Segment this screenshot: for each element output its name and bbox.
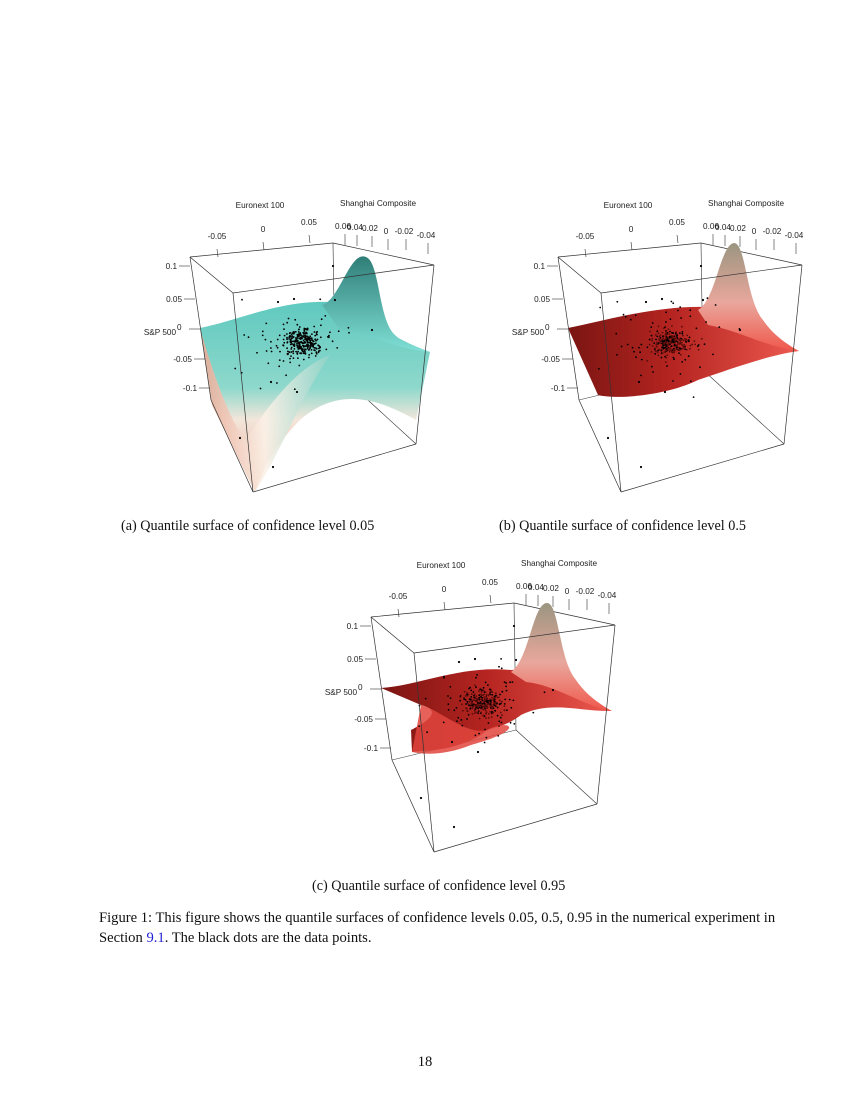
x-tick-label: 0.05 [301,218,317,227]
y-tick-label: -0.04 [785,231,804,240]
surface-plot-b: -0.05 0 0.05 Euronext 100 0.06 0.04 0.02 0 -0.02… [368,0,828,510]
subcaption-c: (c) Quantile surface of confidence level… [312,878,566,894]
y-axis-title: Shanghai Composite [340,199,416,208]
data-points [418,624,555,829]
y-tick-label: -0.02 [576,587,595,596]
data-points [598,264,742,469]
y-tick-label: -0.02 [763,227,782,236]
page-number: 18 [417,1054,433,1070]
figure-caption-text: Figure 1: This figure shows the quantile… [99,910,776,946]
y-tick-label: -0.04 [417,231,436,240]
x-tick-label: 0.05 [482,578,498,587]
y-tick-label: 0.04 [715,223,731,232]
y-axis-title: Shanghai Composite [708,199,784,208]
section-reference-link[interactable]: 9.1 [146,930,165,946]
surface-plot-c: -0.05 0 0.05 Euronext 100 0.06 0.04 0.02 0 -0.02… [181,360,641,870]
z-tick-label: -0.1 [551,384,566,393]
z-tick-label: -0.05 [541,355,560,364]
y-tick-label: -0.02 [395,227,414,236]
figure-caption-end: . The black dots are the data points. [164,930,372,946]
z-tick-label: 0.1 [166,262,178,271]
x-tick-label: -0.05 [576,232,595,241]
figure-caption: Figure 1: This figure shows the quantile… [99,908,779,948]
y-tick-label: 0.02 [362,224,378,233]
y-tick-label: 0.02 [730,224,746,233]
subcaption-a: (a) Quantile surface of confidence level… [121,518,375,534]
x-axis-title: Euronext 100 [604,201,653,210]
y-tick-label: 0.06 [516,582,532,591]
x-axis-title: Euronext 100 [236,201,285,210]
z-tick-label: 0.05 [534,295,550,304]
z-tick-label: 0.05 [347,655,363,664]
y-tick-label: 0.06 [703,222,719,231]
z-axis-title: S&P 500 [512,328,545,337]
y-tick-label: 0.02 [543,584,559,593]
y-tick-label: -0.04 [598,591,617,600]
z-tick-label: 0.1 [534,262,546,271]
z-tick-label: -0.1 [364,744,379,753]
x-tick-label: -0.05 [389,592,408,601]
y-tick-label: 0 [752,227,757,236]
z-tick-label: -0.05 [354,715,373,724]
z-tick-label: -0.05 [173,355,192,364]
x-tick-label: 0 [442,585,447,594]
z-axis-title: S&P 500 [144,328,177,337]
surface-plot-a: -0.05 0 0.05 Euronext 100 0.06 0.04 0.02 0 -0.02… [0,0,460,510]
subcaption-b: (b) Quantile surface of confidence level… [499,518,746,534]
x-tick-label: 0 [261,225,266,234]
z-tick-label: 0.05 [166,295,182,304]
y-tick-label: 0.04 [528,583,544,592]
x-tick-label: -0.05 [208,232,227,241]
y-axis-title: Shanghai Composite [521,559,597,568]
y-tick-label: 0.04 [347,223,363,232]
y-tick-label: 0.06 [335,222,351,231]
x-axis-title: Euronext 100 [417,561,466,570]
z-tick-label: 0.1 [347,622,359,631]
z-axis-title: S&P 500 [325,688,358,697]
z-tick-label: 0 [177,323,182,332]
z-tick-label: 0 [545,323,550,332]
x-tick-label: 0.05 [669,218,685,227]
data-points [234,264,374,469]
z-tick-label: 0 [358,683,363,692]
z-tick-label: -0.1 [183,384,198,393]
y-tick-label: 0 [384,227,389,236]
y-tick-label: 0 [565,587,570,596]
x-tick-label: 0 [629,225,634,234]
